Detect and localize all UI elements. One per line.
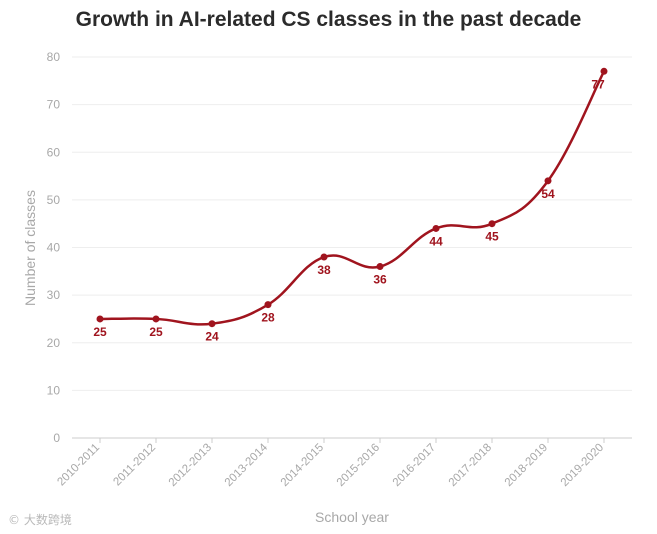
data-label: 45	[485, 230, 499, 244]
x-axis-title: School year	[315, 509, 389, 525]
y-tick-label: 40	[47, 241, 61, 255]
x-tick-label: 2017-2018	[447, 442, 494, 489]
x-tick-label: 2013-2014	[223, 441, 271, 489]
y-tick-label: 10	[47, 383, 61, 397]
data-point	[544, 177, 552, 185]
x-tick-label: 2014-2015	[279, 442, 326, 489]
x-tick-label: 2012-2013	[167, 442, 214, 489]
chart-title: Growth in AI-related CS classes in the p…	[75, 8, 582, 31]
x-tick-label: 2018-2019	[503, 442, 550, 489]
x-tick-label: 2010-2011	[55, 442, 102, 489]
x-tick-label: 2016-2017	[391, 442, 438, 489]
y-axis-title: Number of classes	[22, 190, 38, 306]
data-label: 38	[317, 263, 331, 277]
y-tick-label: 20	[47, 336, 61, 350]
data-label: 54	[541, 187, 555, 201]
data-point	[600, 67, 608, 75]
data-label: 28	[261, 311, 275, 325]
data-point	[320, 253, 328, 261]
x-tick-label: 2019-2020	[559, 442, 606, 489]
y-tick-label: 80	[47, 50, 61, 64]
data-point	[432, 224, 440, 232]
series-line	[99, 70, 606, 326]
data-point	[152, 315, 160, 323]
data-label: 77	[591, 77, 605, 91]
data-point	[264, 301, 272, 309]
y-tick-label: 70	[47, 98, 61, 112]
data-label: 44	[429, 234, 443, 248]
data-label: 24	[205, 330, 219, 344]
watermark: © 大数跨境	[8, 513, 72, 527]
y-tick-label: 60	[47, 145, 61, 159]
data-point	[376, 263, 384, 271]
y-tick-label: 50	[47, 193, 61, 207]
data-label: 25	[93, 325, 107, 339]
data-label: 25	[149, 325, 163, 339]
x-tick-label: 2015-2016	[335, 442, 382, 489]
data-point	[208, 320, 216, 328]
data-label: 36	[373, 273, 387, 287]
data-point	[488, 220, 496, 228]
data-point	[96, 315, 104, 323]
y-tick-label: 0	[53, 431, 60, 445]
x-tick-label: 2011-2012	[111, 442, 158, 489]
y-tick-label: 30	[47, 288, 61, 302]
